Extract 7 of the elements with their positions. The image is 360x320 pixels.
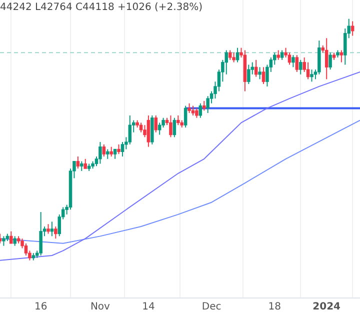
x-tick-label: Nov xyxy=(90,302,110,313)
x-tick-label: 14 xyxy=(142,302,155,313)
x-tick-label: 18 xyxy=(268,302,282,313)
x-tick-label: 2024 xyxy=(312,302,341,313)
text: 44242 L42764 C44118 +1026 (+2.38%) xyxy=(0,2,202,13)
x-tick-label: Dec xyxy=(202,302,222,313)
x-tick-label: 16 xyxy=(34,302,48,313)
